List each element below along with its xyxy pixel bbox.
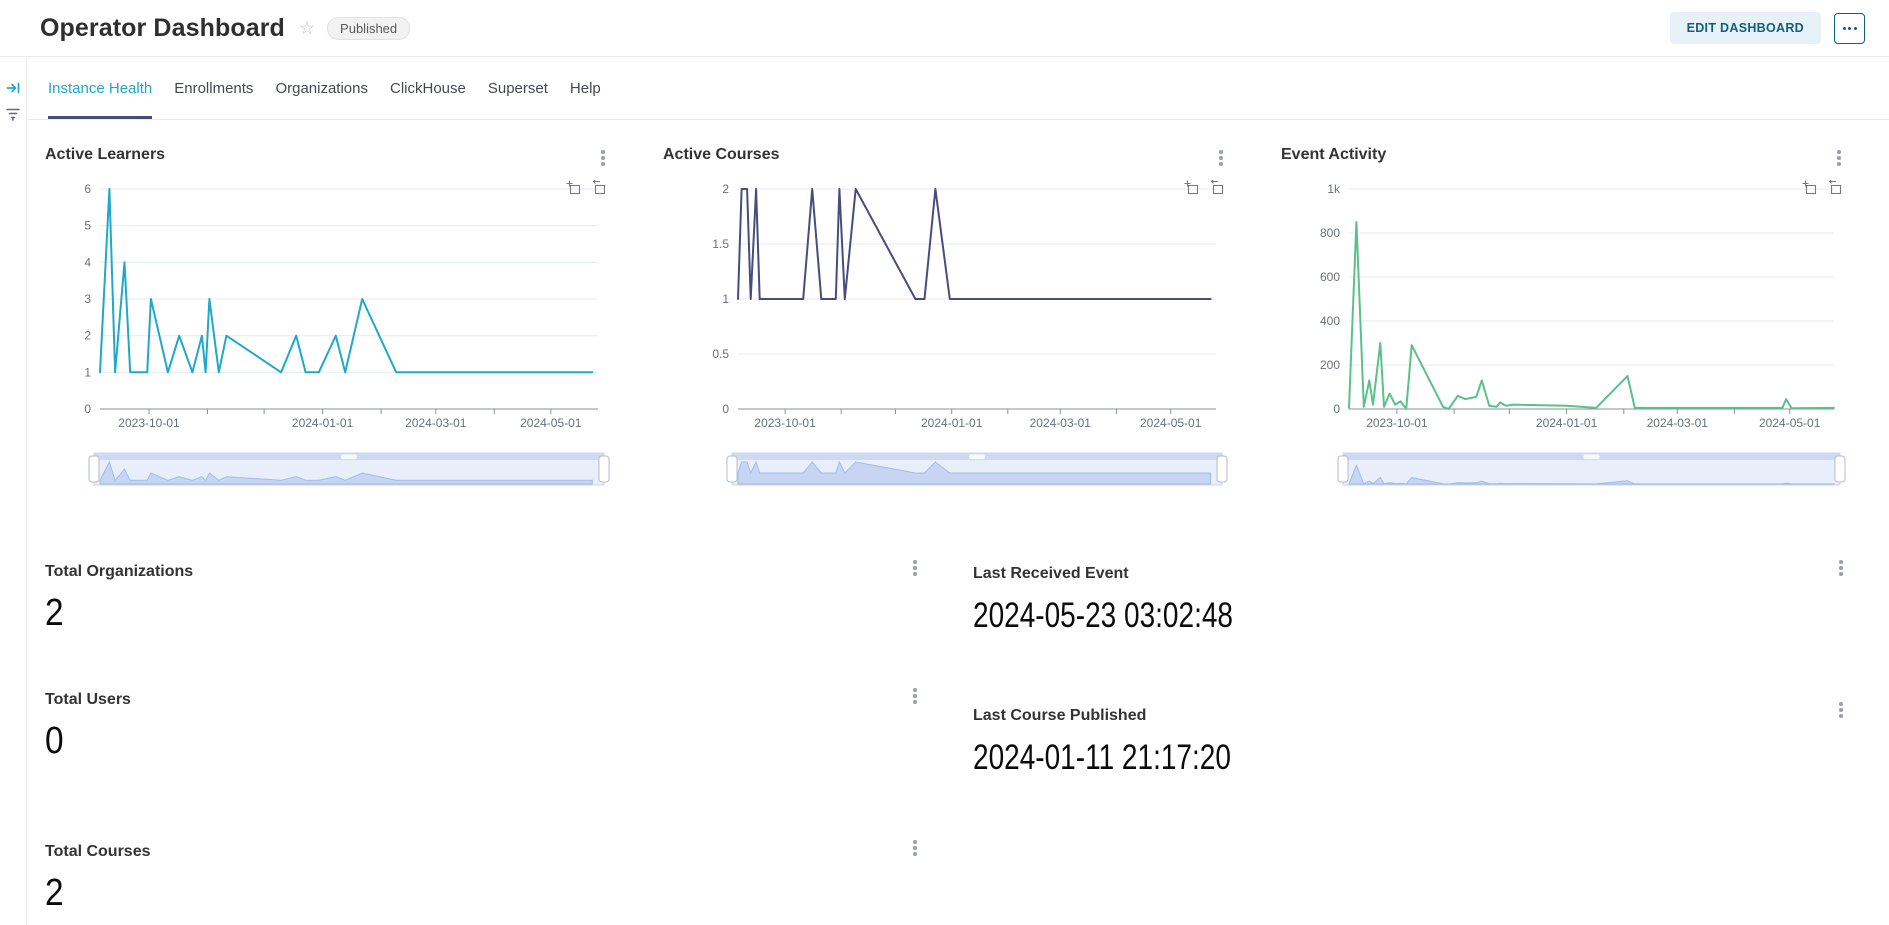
more-actions-button[interactable]	[1834, 12, 1865, 44]
zoom-select-icon[interactable]	[1184, 180, 1199, 195]
chart-toolbox	[566, 180, 606, 195]
line-chart-canvas[interactable]: 0 1 2 3 4 5 6 2023-10-01 2024-01-01 2024-03-01 202…	[45, 178, 613, 490]
svg-text:2024-05-01: 2024-05-01	[520, 416, 582, 430]
slider-handle-left	[88, 455, 100, 483]
svg-text:400: 400	[1320, 314, 1340, 328]
big-number-title: Last Course Published	[973, 707, 1147, 724]
tab-organizations[interactable]: Organizations	[275, 79, 368, 97]
charts-row: Active Learners 0 1 2 3 4 5 6 2023-10-01 2024-01…	[45, 140, 1889, 490]
chart-toolbox	[1184, 180, 1224, 195]
zoom-select-icon[interactable]	[566, 180, 581, 195]
svg-text:0.5: 0.5	[712, 347, 729, 361]
chart-menu-kebab-icon[interactable]	[1833, 558, 1849, 578]
big-number-value: 2024-01-11 21:17:20	[973, 738, 1231, 777]
chart-title: Active Learners	[45, 146, 166, 163]
big-number-column-right: Last Received Event 2024-05-23 03:02:48 …	[973, 556, 1889, 925]
restore-zoom-icon[interactable]	[1827, 180, 1842, 195]
svg-text:2023-10-01: 2023-10-01	[118, 416, 180, 430]
big-number-total-organizations: Total Organizations 2	[45, 556, 925, 684]
slider-handle-left	[726, 455, 738, 483]
tab-superset[interactable]: Superset	[487, 79, 548, 97]
chart-active-learners: Active Learners 0 1 2 3 4 5 6 2023-10-01 2024-01…	[45, 140, 613, 490]
chart-menu-kebab-icon[interactable]	[1831, 148, 1847, 168]
tab-instance-health[interactable]: Instance Health	[48, 57, 153, 119]
line-chart-canvas[interactable]: 0 200 400 600 800 1k 2023-10-01 2024-01-01 2024-…	[1281, 178, 1849, 490]
big-number-value: 2024-05-23 03:02:48	[973, 596, 1233, 635]
dashboard-main: Instance Health Enrollments Organization…	[27, 57, 1889, 925]
filter-rail	[0, 57, 27, 925]
zoom-select-icon[interactable]	[1802, 180, 1817, 195]
chart-toolbox	[1802, 180, 1842, 195]
expand-filters-icon[interactable]	[6, 81, 20, 95]
chart-menu-kebab-icon[interactable]	[907, 838, 923, 858]
big-number-last-received-event: Last Received Event 2024-05-23 03:02:48	[973, 556, 1889, 698]
svg-text:2024-01-01: 2024-01-01	[292, 416, 354, 430]
svg-text:1: 1	[84, 365, 91, 379]
big-number-total-courses: Total Courses 2	[45, 836, 925, 925]
svg-text:6: 6	[84, 182, 91, 196]
favorite-star-icon[interactable]: ☆	[298, 18, 316, 38]
big-number-last-course-published: Last Course Published 2024-01-11 21:17:2…	[973, 698, 1889, 778]
chart-menu-kebab-icon[interactable]	[1833, 700, 1849, 720]
svg-text:1.5: 1.5	[712, 237, 729, 251]
chart-menu-kebab-icon[interactable]	[595, 148, 611, 168]
svg-text:2024-01-01: 2024-01-01	[1536, 416, 1598, 430]
slider-handle-right	[598, 455, 610, 483]
chart-menu-kebab-icon[interactable]	[907, 558, 923, 578]
svg-text:2024-03-01: 2024-03-01	[1647, 416, 1709, 430]
restore-zoom-icon[interactable]	[1209, 180, 1224, 195]
slider-handle-right	[1834, 455, 1846, 483]
slider-handle-left	[1337, 455, 1349, 483]
slider-handle-right	[1216, 455, 1228, 483]
chart-menu-kebab-icon[interactable]	[1213, 148, 1229, 168]
edit-dashboard-button[interactable]: EDIT DASHBOARD	[1669, 12, 1821, 44]
big-number-title: Total Organizations	[45, 563, 194, 580]
dashboard-workspace: Instance Health Enrollments Organization…	[0, 57, 1889, 925]
chart-active-courses: Active Courses 0 0.5 1 1.5 2 2023-10-01 2024-0…	[663, 140, 1231, 490]
svg-text:2024-05-01: 2024-05-01	[1759, 416, 1821, 430]
big-number-column-left: Total Organizations 2 Total Users 0 Tota…	[45, 556, 925, 925]
dashboard-header: Operator Dashboard ☆ Published EDIT DASH…	[0, 0, 1889, 57]
svg-text:2024-03-01: 2024-03-01	[1030, 416, 1092, 430]
svg-text:600: 600	[1320, 270, 1340, 284]
svg-text:1k: 1k	[1327, 182, 1341, 196]
svg-text:800: 800	[1320, 226, 1340, 240]
chart-event-activity: Event Activity 0 200 400 600 800 1k 2023-10-01…	[1281, 140, 1849, 490]
svg-text:5: 5	[84, 219, 91, 233]
big-number-title: Last Received Event	[973, 565, 1129, 582]
chart-menu-kebab-icon[interactable]	[907, 686, 923, 706]
published-badge[interactable]: Published	[327, 16, 411, 40]
svg-text:2023-10-01: 2023-10-01	[754, 416, 816, 430]
svg-text:2024-03-01: 2024-03-01	[405, 416, 467, 430]
svg-text:200: 200	[1320, 358, 1340, 372]
page-title: Operator Dashboard	[40, 13, 285, 42]
big-number-value: 2	[45, 592, 64, 634]
big-number-value: 0	[45, 720, 64, 762]
chart-title: Event Activity	[1281, 146, 1387, 163]
svg-text:2024-01-01: 2024-01-01	[921, 416, 983, 430]
line-chart-canvas[interactable]: 0 0.5 1 1.5 2 2023-10-01 2024-01-01 2024-03-01 2…	[663, 178, 1231, 490]
dashboard-tabs: Instance Health Enrollments Organization…	[27, 57, 1889, 120]
svg-text:2: 2	[722, 182, 729, 196]
svg-text:0: 0	[722, 402, 729, 416]
tab-clickhouse[interactable]: ClickHouse	[390, 79, 466, 97]
svg-text:4: 4	[84, 255, 91, 269]
tab-help[interactable]: Help	[569, 79, 601, 97]
svg-text:0: 0	[84, 402, 91, 416]
tab-enrollments[interactable]: Enrollments	[174, 79, 254, 97]
big-number-area: Total Organizations 2 Total Users 0 Tota…	[45, 556, 1889, 925]
svg-text:2: 2	[84, 329, 91, 343]
svg-text:1: 1	[722, 292, 729, 306]
big-number-title: Total Users	[45, 691, 131, 708]
svg-text:0: 0	[1333, 402, 1340, 416]
big-number-total-users: Total Users 0	[45, 684, 925, 836]
svg-text:2024-05-01: 2024-05-01	[1140, 416, 1202, 430]
svg-text:2023-10-01: 2023-10-01	[1366, 416, 1428, 430]
big-number-title: Total Courses	[45, 843, 151, 860]
chart-title: Active Courses	[663, 146, 780, 163]
restore-zoom-icon[interactable]	[591, 180, 606, 195]
filter-icon[interactable]	[6, 107, 20, 121]
big-number-value: 2	[45, 872, 64, 914]
svg-text:3: 3	[84, 292, 91, 306]
